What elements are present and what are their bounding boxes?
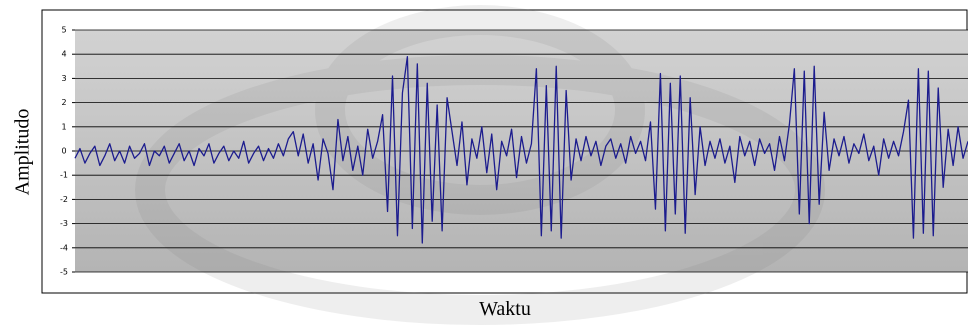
- x-axis-label: Waktu: [479, 298, 531, 320]
- y-tick-label: 4: [61, 50, 66, 59]
- chart: Amplitudo Waktu 5 4 3 2 1 0 -1 -2 -3 -4 -5: [0, 0, 968, 329]
- y-tick-label: 5: [61, 26, 66, 35]
- y-tick-label: -2: [60, 195, 68, 204]
- y-tick-label: 0: [61, 147, 66, 156]
- y-tick-label: 3: [61, 74, 66, 83]
- y-tick-label: -4: [60, 243, 68, 252]
- y-tick-label: 1: [61, 122, 66, 131]
- y-tick-label: -5: [60, 268, 68, 277]
- y-axis-label: Amplitudo: [12, 109, 34, 196]
- y-tick-label: 2: [61, 98, 66, 107]
- y-tick-label: -1: [60, 171, 68, 180]
- y-tick-label: -3: [60, 219, 68, 228]
